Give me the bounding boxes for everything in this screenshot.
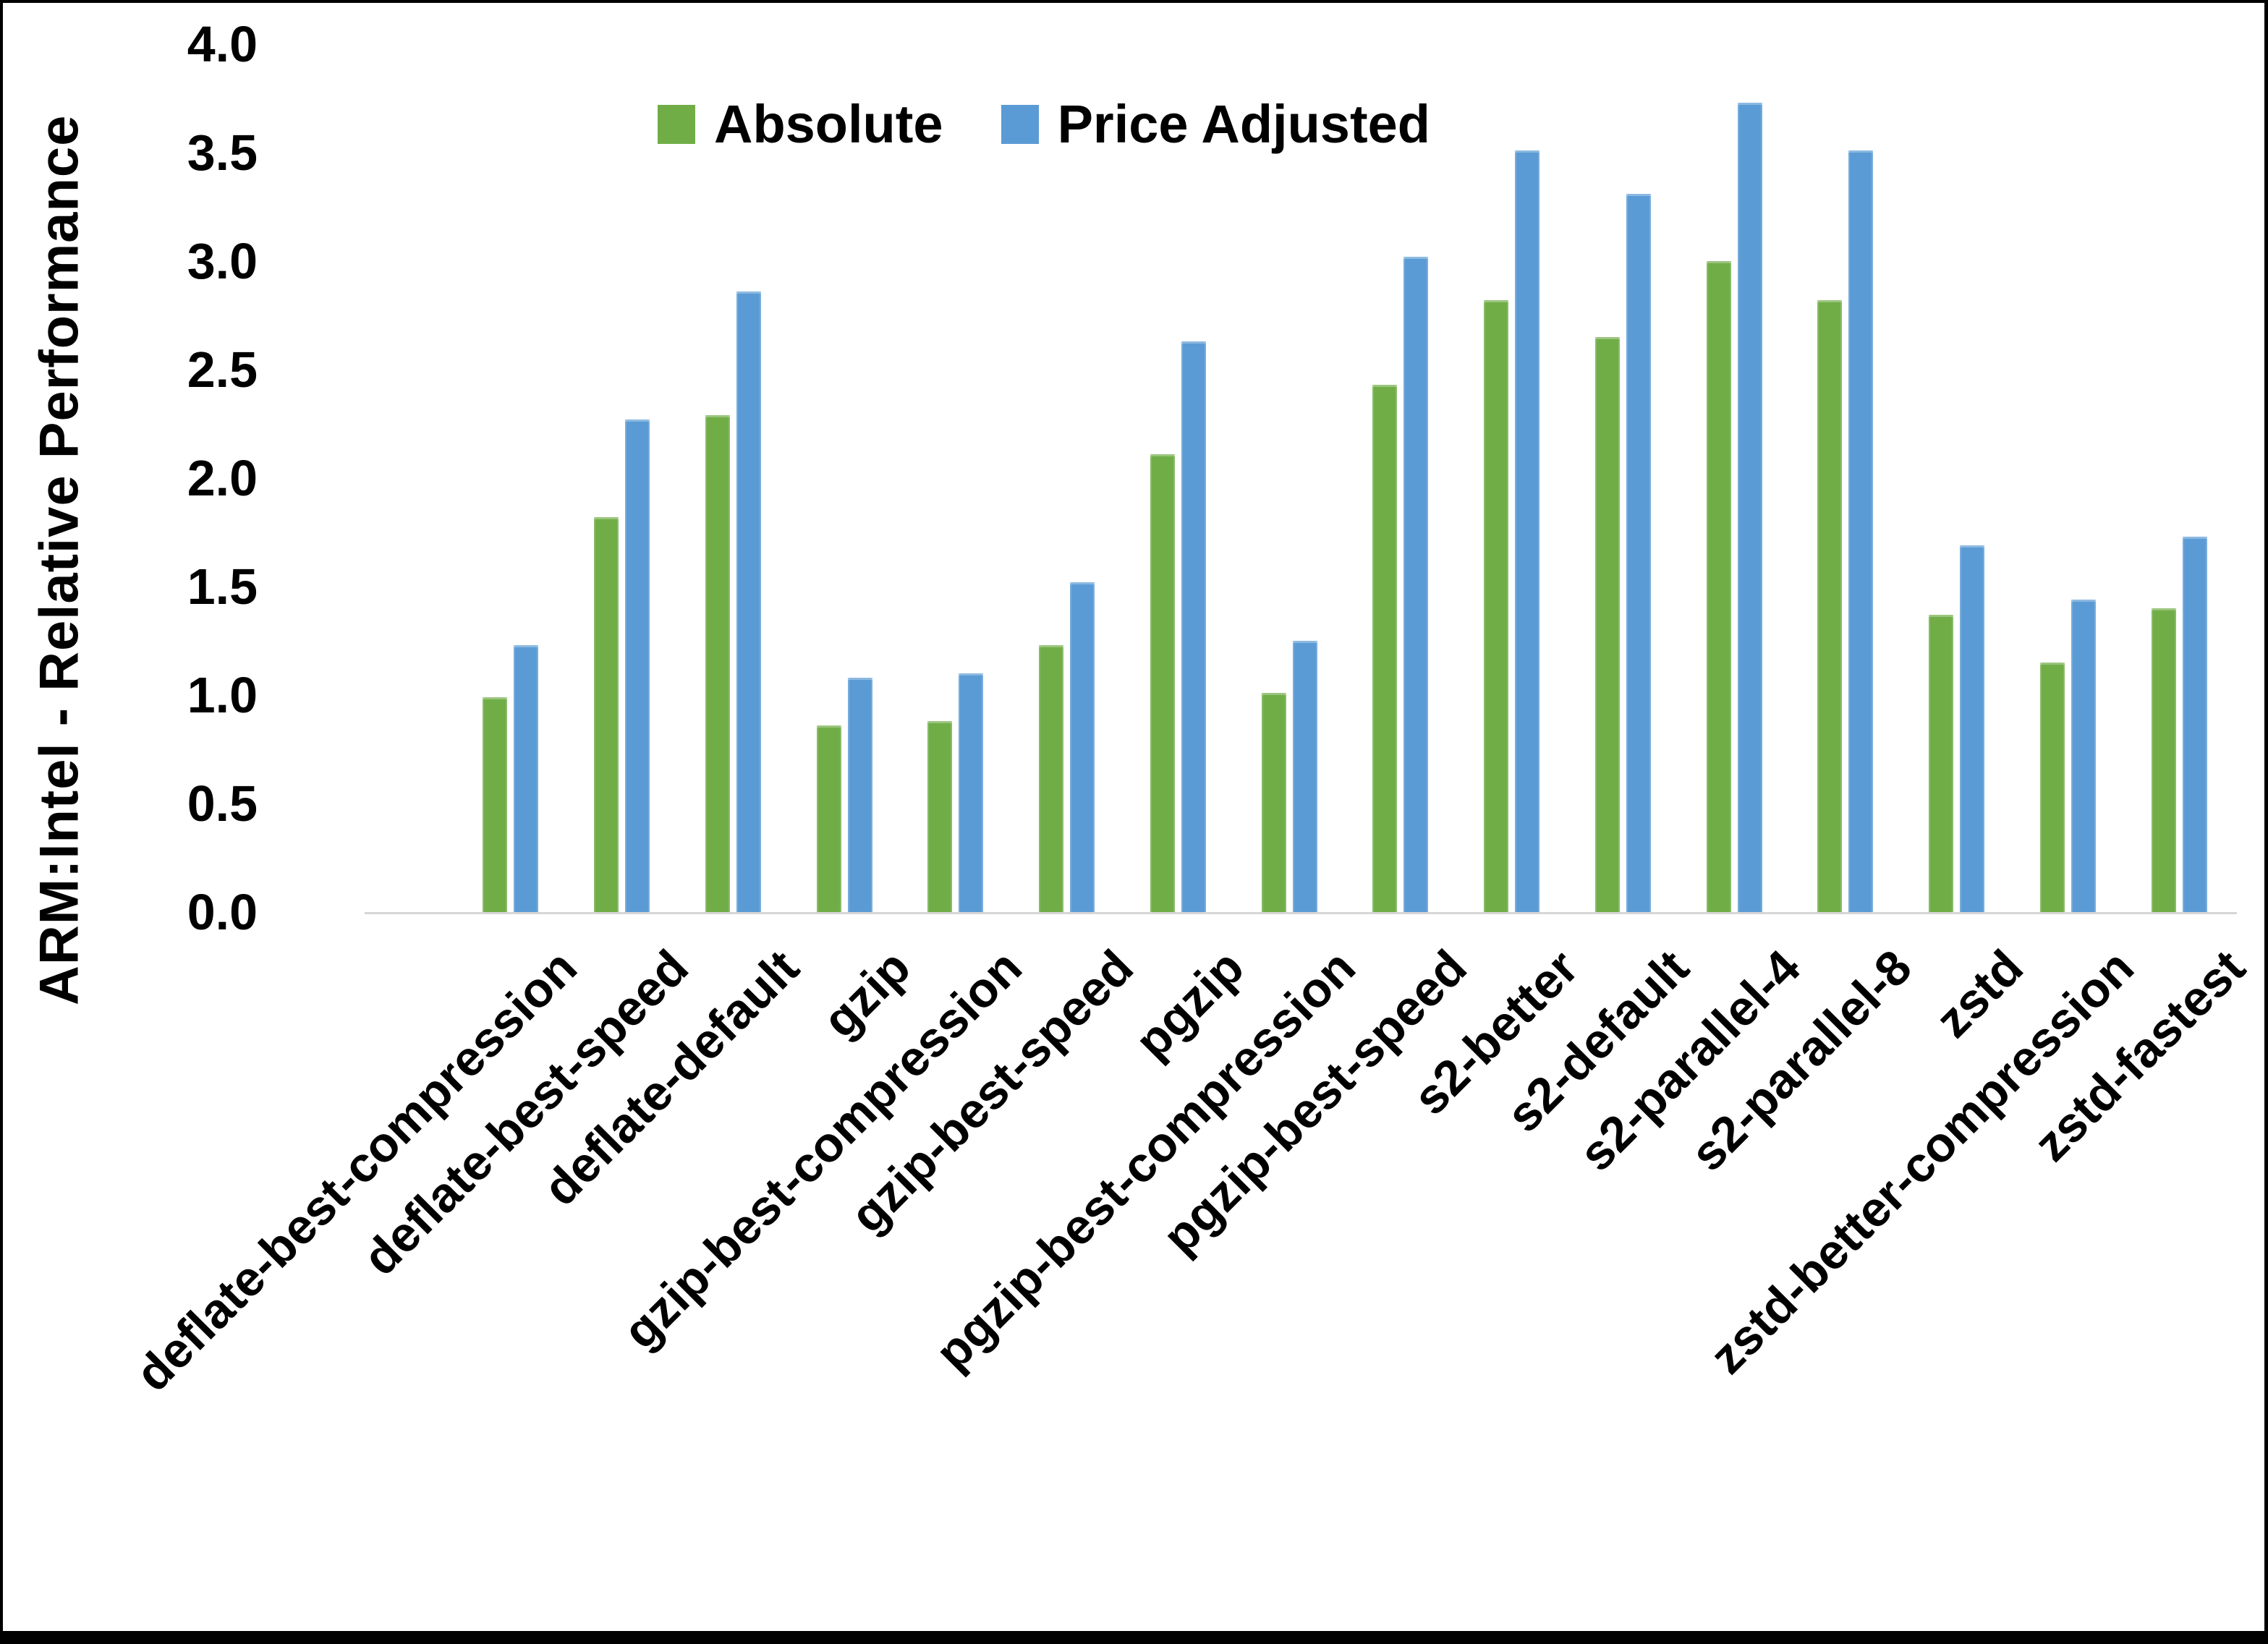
y-tick-label: 0.0 (187, 884, 258, 940)
plot-area (455, 44, 2235, 912)
bar-group-deflate-default (705, 291, 761, 912)
bar-group-s2-default (1594, 194, 1651, 912)
bar-price-adjusted (1737, 103, 1762, 912)
bar-price-adjusted (2070, 600, 2096, 912)
bar-group-pgzip-best-compression (1261, 641, 1317, 912)
bar-absolute (1039, 645, 1064, 912)
bar-group-zstd (1929, 545, 1985, 912)
bar-price-adjusted (1515, 150, 1540, 912)
bar-absolute (1817, 300, 1843, 912)
bar-absolute (594, 517, 619, 912)
bar-absolute (1706, 261, 1731, 912)
bar-price-adjusted (1181, 341, 1206, 912)
bar-absolute (1150, 454, 1175, 912)
bar-price-adjusted (736, 291, 761, 912)
bar-group-deflate-best-speed (594, 419, 650, 912)
bar-group-gzip (816, 678, 872, 912)
y-tick-label: 3.0 (187, 233, 258, 289)
legend-swatch-absolute (658, 105, 695, 144)
y-tick-label: 1.0 (187, 667, 258, 723)
bar-price-adjusted (1848, 150, 1874, 912)
legend-label-absolute: Absolute (714, 94, 943, 154)
legend: Absolute Price Adjusted (658, 98, 1430, 151)
bar-price-adjusted (1292, 641, 1317, 912)
bar-price-adjusted (1070, 582, 1095, 912)
y-tick-label: 0.5 (187, 775, 258, 832)
bar-absolute (483, 697, 508, 912)
bar-price-adjusted (625, 419, 650, 912)
bar-price-adjusted (1960, 545, 1985, 912)
bar-price-adjusted (847, 678, 872, 912)
bar-price-adjusted (1626, 194, 1651, 912)
bar-price-adjusted (1403, 257, 1429, 912)
bar-price-adjusted (2182, 537, 2207, 912)
x-tick-label-deflate-best-compression: deflate-best-compression (124, 940, 587, 1402)
bar-group-zstd-better-compression (2039, 600, 2096, 912)
bar-price-adjusted (959, 673, 984, 912)
y-tick-label: 2.0 (187, 450, 258, 506)
bar-group-pgzip-best-speed (1372, 257, 1429, 912)
bar-group-zstd-fastest (2151, 537, 2207, 912)
legend-swatch-price-adjusted (1001, 105, 1039, 144)
bar-absolute (1929, 615, 1954, 912)
bar-absolute (816, 725, 841, 912)
bar-absolute (2151, 608, 2176, 912)
bar-absolute (1261, 693, 1286, 912)
legend-item-absolute: Absolute (658, 98, 943, 151)
y-tick-label: 1.5 (187, 558, 258, 615)
legend-item-price-adjusted: Price Adjusted (1001, 98, 1430, 151)
y-tick-label: 4.0 (187, 16, 258, 72)
bar-absolute (705, 415, 730, 912)
bar-group-gzip-best-compression (927, 673, 984, 912)
bar-group-s2-parallel-8 (1817, 150, 1874, 912)
bar-absolute (2039, 663, 2065, 912)
bar-group-s2-better (1484, 150, 1540, 912)
bar-group-deflate-best-compression (483, 645, 539, 912)
legend-label-price-adjusted: Price Adjusted (1057, 94, 1430, 154)
bar-absolute (927, 721, 953, 912)
bar-absolute (1594, 337, 1620, 912)
bar-group-s2-parallel-4 (1706, 103, 1762, 912)
bar-price-adjusted (514, 645, 539, 912)
bar-absolute (1372, 385, 1398, 912)
bar-absolute (1484, 300, 1509, 912)
x-axis-line (365, 912, 2237, 914)
bar-group-gzip-best-speed (1039, 582, 1095, 912)
bar-group-pgzip (1150, 341, 1206, 912)
y-tick-label: 2.5 (187, 341, 258, 398)
y-tick-label: 3.5 (187, 124, 258, 181)
